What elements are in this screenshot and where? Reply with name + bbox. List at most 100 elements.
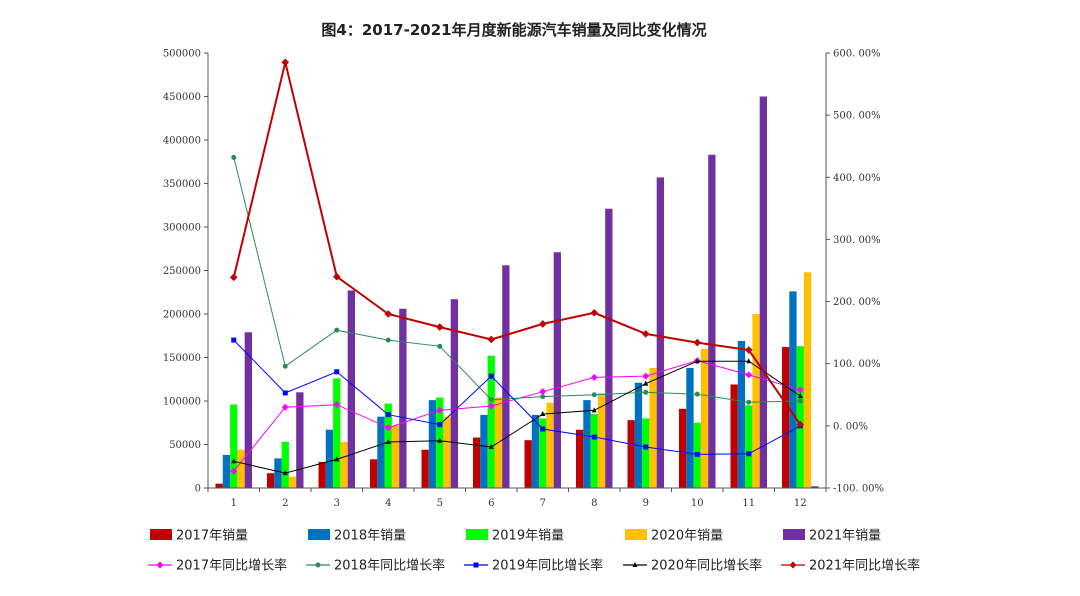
point-2019-9 bbox=[643, 444, 649, 450]
y-right-tick-label: 600. 00% bbox=[833, 49, 881, 60]
bar-2017-8 bbox=[576, 429, 584, 488]
bar-2020-10 bbox=[700, 348, 709, 488]
legend-swatch-2020 bbox=[625, 529, 647, 540]
x-tick-label: 4 bbox=[385, 498, 391, 509]
y-right-tick-label: 300. 00% bbox=[833, 235, 881, 246]
bar-2017-3 bbox=[318, 461, 326, 488]
point-2020-5 bbox=[437, 437, 443, 443]
y-left-tick-label: 400000 bbox=[163, 136, 201, 147]
bar-2020-12 bbox=[803, 272, 812, 488]
y-right-tick-label: -100. 00% bbox=[833, 484, 884, 495]
point-2019-8 bbox=[591, 434, 597, 440]
bar-2018-11 bbox=[737, 340, 746, 488]
y-left-tick-label: 250000 bbox=[163, 266, 201, 277]
legend-marker-2019 bbox=[473, 562, 479, 568]
point-2019-2 bbox=[282, 390, 288, 396]
point-2020-8 bbox=[591, 407, 597, 413]
bar-2021-11 bbox=[759, 96, 767, 488]
legend-marker-2018 bbox=[315, 562, 321, 568]
point-2018-10 bbox=[694, 391, 700, 397]
point-2017-12 bbox=[796, 386, 804, 394]
point-2020-2 bbox=[282, 470, 288, 476]
y-right-tick-label: 400. 00% bbox=[833, 173, 881, 184]
point-2017-6 bbox=[487, 402, 495, 410]
bar-2020-5 bbox=[443, 416, 451, 488]
point-2018-5 bbox=[437, 343, 443, 349]
bar-2020-1 bbox=[237, 449, 245, 488]
point-2020-4 bbox=[385, 439, 391, 445]
bar-2021-7 bbox=[553, 252, 561, 488]
line-2018 bbox=[233, 157, 801, 403]
point-2017-11 bbox=[745, 371, 753, 379]
bar-2019-1 bbox=[230, 404, 238, 488]
bar-2021-12 bbox=[811, 486, 819, 488]
point-2018-12 bbox=[797, 398, 803, 404]
bar-2021-1 bbox=[244, 332, 252, 488]
x-tick-label: 3 bbox=[334, 498, 340, 509]
bar-2017-12 bbox=[782, 347, 790, 488]
legend-label-2020: 2020年同比增长率 bbox=[651, 558, 762, 574]
y-right-tick-label: 200. 00% bbox=[833, 297, 881, 308]
bar-2021-9 bbox=[656, 177, 664, 488]
bar-2019-7 bbox=[539, 418, 547, 488]
bar-2017-9 bbox=[627, 420, 635, 488]
x-tick-label: 7 bbox=[540, 498, 546, 509]
point-2017-8 bbox=[590, 373, 598, 381]
bar-2020-9 bbox=[649, 367, 657, 488]
point-2018-4 bbox=[385, 337, 391, 343]
bar-2018-7 bbox=[531, 414, 540, 488]
legend-label-2017: 2017年同比增长率 bbox=[176, 558, 287, 574]
point-2017-2 bbox=[281, 403, 289, 411]
x-tick-label: 11 bbox=[742, 498, 755, 509]
point-2021-7 bbox=[538, 320, 547, 328]
point-2021-2 bbox=[281, 58, 290, 67]
point-2017-4 bbox=[384, 424, 392, 432]
y-left-tick-label: 450000 bbox=[163, 92, 201, 103]
point-2017-9 bbox=[642, 372, 650, 380]
point-2017-7 bbox=[539, 388, 547, 396]
point-2020-12 bbox=[797, 393, 803, 399]
legend-label-2021: 2021年销量 bbox=[809, 529, 881, 544]
y-left-tick-label: 50000 bbox=[169, 440, 201, 451]
bar-2017-10 bbox=[679, 408, 687, 488]
bar-2021-3 bbox=[347, 290, 355, 488]
point-2020-7 bbox=[540, 411, 546, 417]
point-2021-9 bbox=[641, 330, 650, 338]
bar-2019-12 bbox=[796, 346, 804, 488]
bar-2020-2 bbox=[288, 476, 297, 488]
x-tick-label: 10 bbox=[691, 498, 704, 509]
bar-2020-3 bbox=[340, 441, 348, 488]
x-tick-label: 12 bbox=[794, 498, 807, 509]
legend-label-2021: 2021年同比增长率 bbox=[809, 558, 920, 574]
bar-2019-3 bbox=[333, 378, 341, 488]
bar-2018-2 bbox=[274, 458, 282, 488]
legend-swatch-2021 bbox=[783, 529, 805, 540]
y-left-tick-label: 200000 bbox=[163, 310, 201, 321]
bar-2020-4 bbox=[391, 425, 400, 488]
bar-2017-7 bbox=[524, 440, 532, 488]
point-2019-4 bbox=[385, 412, 391, 418]
bar-2021-10 bbox=[708, 154, 716, 489]
bar-2018-4 bbox=[377, 416, 385, 488]
bar-2018-10 bbox=[686, 367, 694, 488]
y-left-tick-label: 0 bbox=[195, 484, 201, 495]
legend-marker-2021 bbox=[789, 561, 797, 569]
point-2021-4 bbox=[384, 310, 393, 318]
legend-label-2018: 2018年销量 bbox=[334, 529, 406, 544]
point-2017-5 bbox=[436, 406, 444, 414]
legend-label-2018: 2018年同比增长率 bbox=[334, 558, 445, 574]
legend-label-2019: 2019年同比增长率 bbox=[492, 558, 603, 574]
bar-2018-5 bbox=[428, 400, 437, 488]
point-2017-1 bbox=[230, 467, 238, 475]
bar-2018-1 bbox=[222, 454, 231, 488]
bar-2018-8 bbox=[583, 400, 591, 488]
y-right-tick-label: 0. 00% bbox=[833, 421, 868, 432]
y-right-tick-label: 100. 00% bbox=[833, 359, 881, 370]
y-left-tick-label: 500000 bbox=[163, 49, 201, 60]
bar-2018-9 bbox=[634, 382, 643, 488]
point-2018-8 bbox=[591, 392, 597, 398]
bar-2021-5 bbox=[450, 299, 458, 488]
bar-2021-8 bbox=[605, 208, 613, 489]
bar-2021-4 bbox=[399, 308, 407, 488]
y-left-tick-label: 150000 bbox=[163, 353, 201, 364]
